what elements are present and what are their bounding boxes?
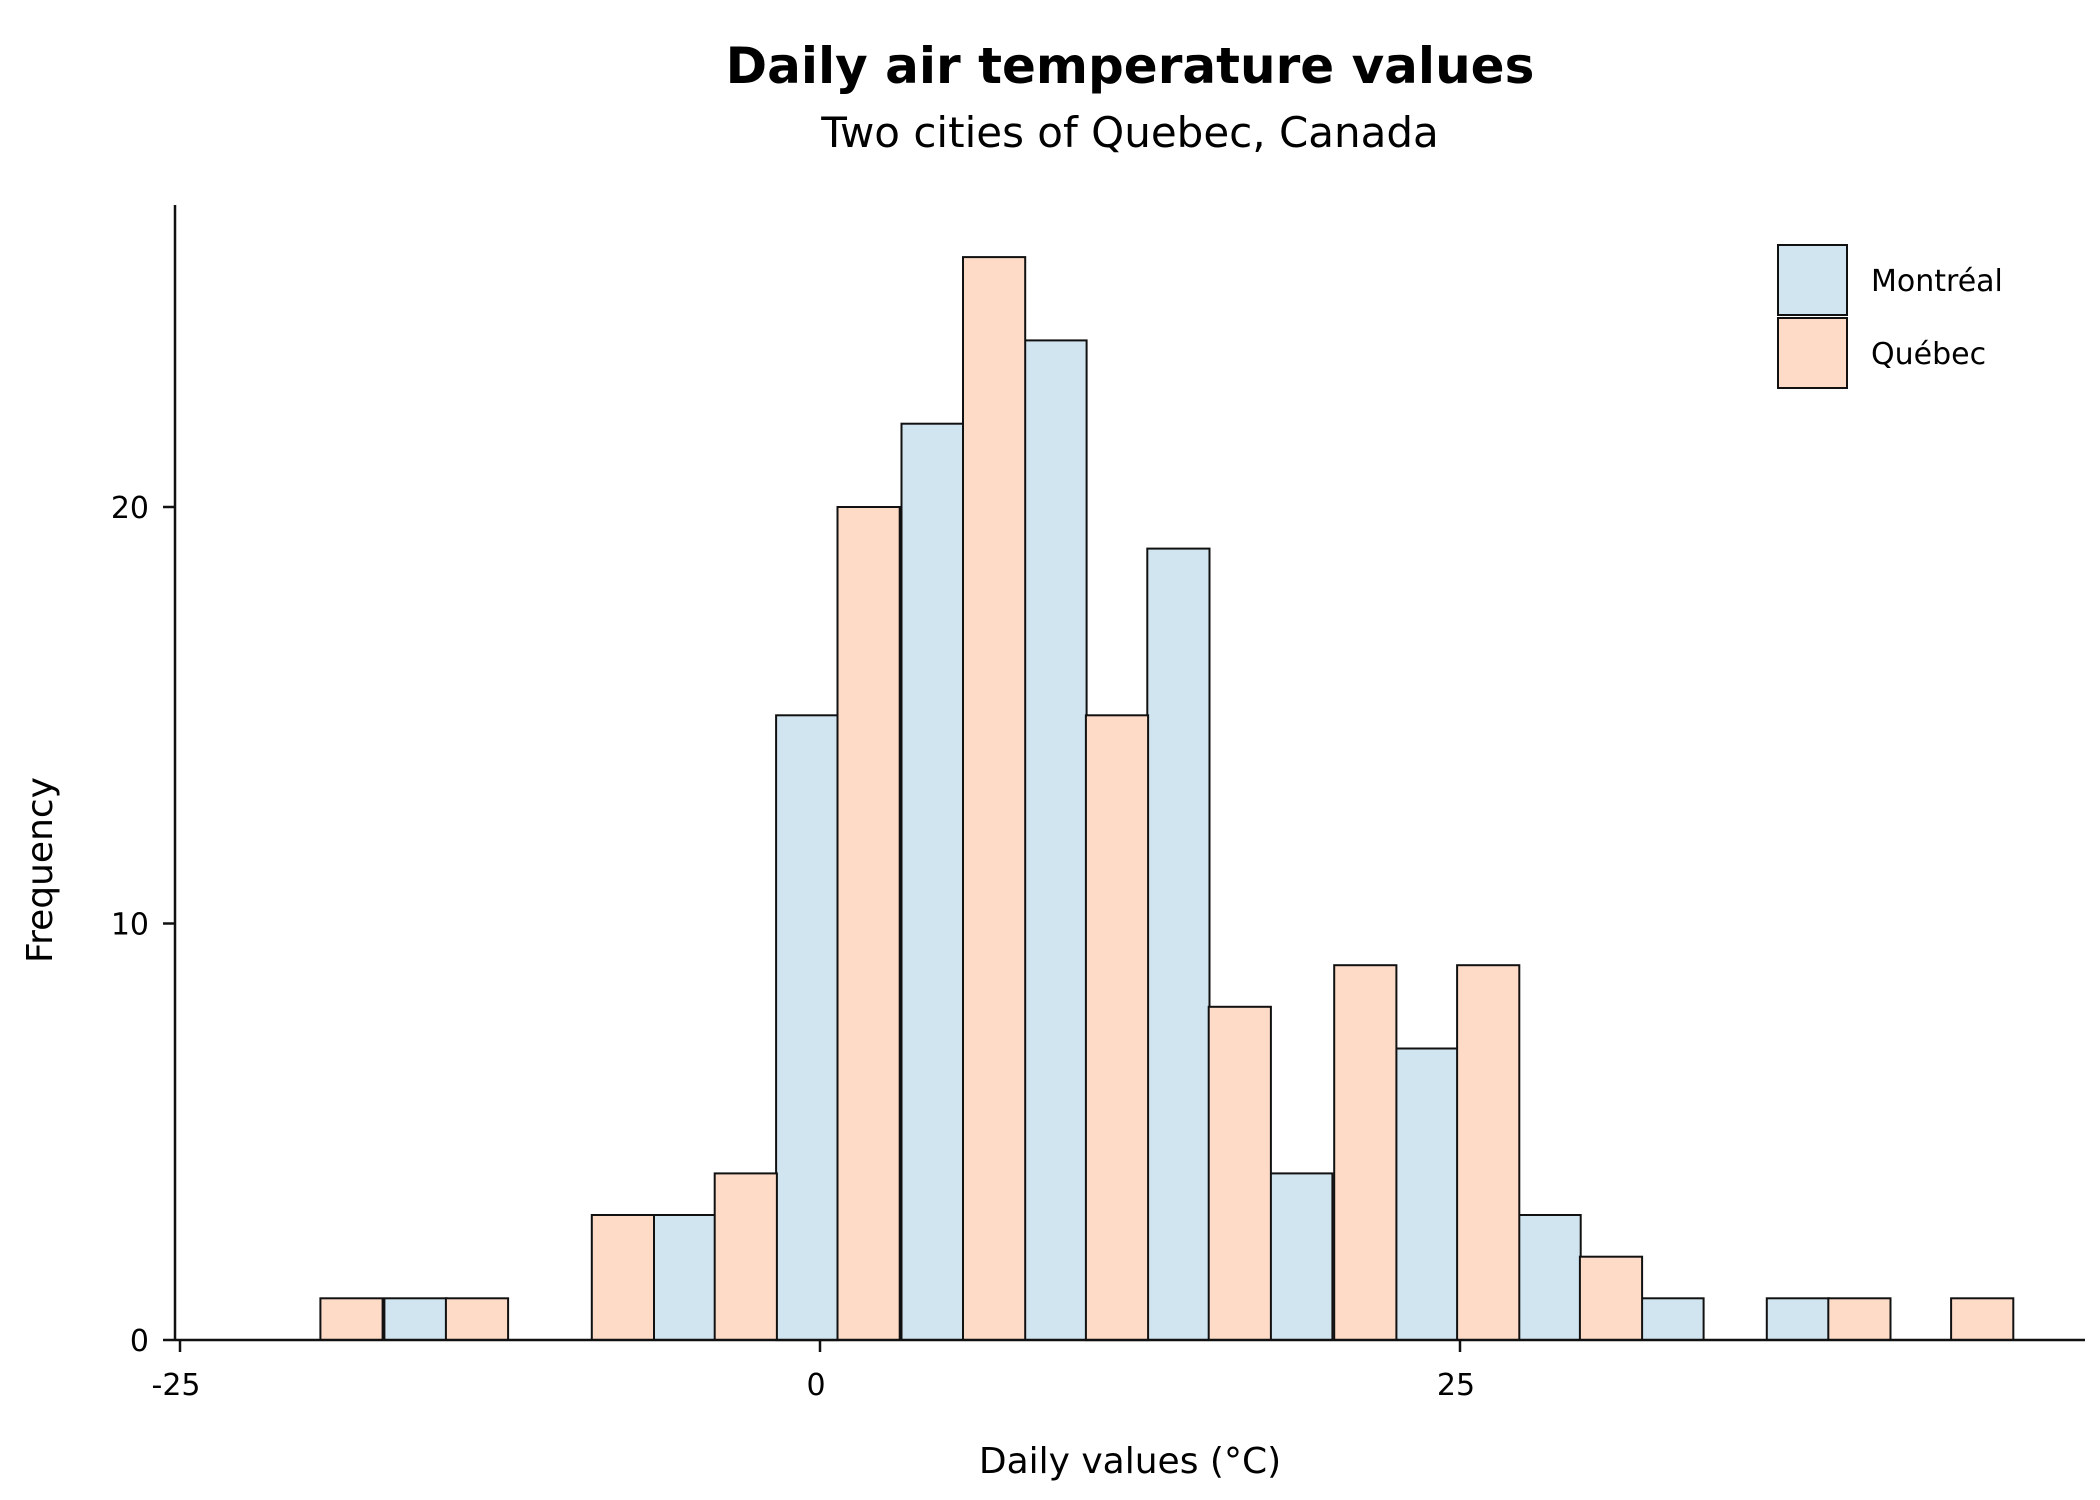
bars-group <box>319 256 2015 1342</box>
x-tick-label: -25 <box>152 1368 201 1403</box>
x-axis-label: Daily values (°C) <box>979 1441 1281 1482</box>
legend-label-montreal: Montréal <box>1871 264 2003 299</box>
bar-quebec-6 <box>1084 714 1150 1342</box>
bar-quebec-9 <box>1456 964 1521 1341</box>
bar-montreal-4 <box>1023 339 1088 1341</box>
x-tick-label: 25 <box>1437 1368 1475 1403</box>
bar-montreal-2 <box>775 714 840 1342</box>
bar-quebec-4 <box>836 506 901 1341</box>
legend: Montréal Québec <box>1777 244 2003 389</box>
bar-quebec-0 <box>319 1297 384 1342</box>
bar-quebec-3 <box>713 1172 778 1342</box>
bar-montreal-0 <box>383 1297 448 1342</box>
x-axis-ticks: -25 0 25 <box>152 1340 1475 1403</box>
chart-title: Daily air temperature values <box>726 37 1535 95</box>
bar-quebec-1 <box>444 1297 510 1342</box>
bar-quebec-12 <box>1950 1297 2015 1342</box>
bar-quebec-8 <box>1333 964 1398 1341</box>
bar-montreal-8 <box>1517 1214 1582 1341</box>
y-tick-label: 20 <box>111 491 149 526</box>
x-tick-label: 0 <box>806 1368 825 1403</box>
y-tick-label: 0 <box>130 1324 149 1359</box>
bar-quebec-10 <box>1578 1255 1644 1341</box>
bar-quebec-11 <box>1827 1297 1892 1342</box>
y-axis-ticks: 0 10 20 <box>111 491 175 1359</box>
bar-montreal-3 <box>900 422 965 1341</box>
legend-swatch-montreal <box>1777 244 1848 316</box>
y-axis-label: Frequency <box>20 777 61 963</box>
legend-label-quebec: Québec <box>1871 337 1986 372</box>
bar-montreal-7 <box>1394 1047 1459 1341</box>
bar-quebec-7 <box>1207 1005 1272 1341</box>
bar-montreal-1 <box>652 1214 717 1341</box>
bar-montreal-5 <box>1146 547 1211 1341</box>
legend-swatch-quebec <box>1777 317 1848 389</box>
bar-montreal-6 <box>1269 1172 1334 1342</box>
bar-montreal-10 <box>1765 1297 1831 1342</box>
bar-quebec-2 <box>590 1214 655 1341</box>
bar-montreal-9 <box>1640 1297 1705 1342</box>
chart-subtitle: Two cities of Quebec, Canada <box>820 108 1439 157</box>
bar-quebec-5 <box>962 256 1027 1342</box>
y-tick-label: 10 <box>111 908 149 943</box>
